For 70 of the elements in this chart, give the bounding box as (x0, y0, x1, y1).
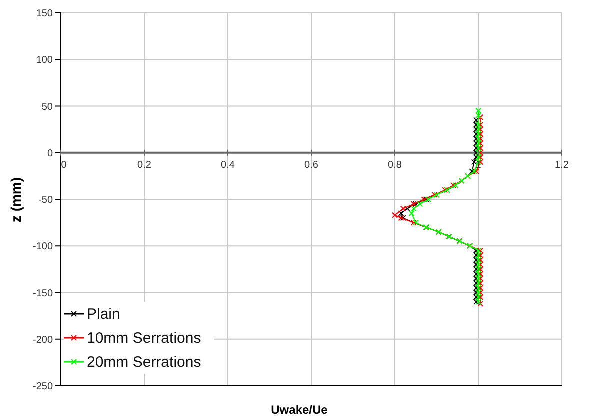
point (478, 248, 484, 254)
point (473, 145, 480, 152)
point (478, 150, 484, 156)
x-tick-label: 0.4 (221, 160, 236, 171)
point (476, 299, 482, 306)
point (473, 154, 480, 161)
point (478, 145, 484, 152)
x-tick-label: 0 (61, 160, 68, 171)
point (473, 248, 480, 254)
point (478, 136, 484, 142)
x-tick-label: 0.2 (138, 160, 152, 171)
point (478, 122, 484, 128)
point (400, 206, 406, 212)
point (473, 262, 480, 268)
y-tick-label: 50 (42, 102, 54, 113)
point (478, 257, 484, 264)
point (473, 257, 480, 264)
point (473, 131, 480, 138)
point (478, 285, 484, 292)
point (473, 122, 480, 128)
y-tick-label: 100 (36, 55, 54, 66)
point (473, 276, 480, 282)
y-tick-label: -50 (38, 195, 54, 206)
point (473, 299, 480, 306)
y-tick-label: 150 (36, 8, 54, 20)
y-tick-label: -100 (32, 242, 54, 253)
legend-label: 20mm Serrations (87, 354, 202, 370)
point (478, 290, 484, 296)
point (392, 212, 398, 218)
x-axis-title: Uwake/Ue (270, 403, 329, 417)
point (476, 276, 482, 282)
point (408, 210, 415, 216)
x-tick-label: 0.6 (304, 160, 319, 171)
point (476, 248, 482, 254)
x-tick-label: 1.2 (555, 160, 570, 171)
point (478, 131, 484, 138)
point (476, 122, 482, 128)
point (404, 206, 411, 212)
y-tick-label: -250 (32, 382, 54, 393)
point (398, 210, 404, 216)
y-axis-title: z (mm) (8, 176, 25, 224)
point (473, 294, 480, 300)
legend-label: 10mm Serrations (87, 330, 202, 346)
point (417, 201, 424, 208)
point (476, 145, 482, 152)
x-tick-label: 1 (476, 160, 482, 171)
point (476, 262, 482, 268)
y-tick-label: -150 (32, 288, 54, 300)
point (478, 114, 484, 120)
y-tick-label: 0 (47, 148, 54, 160)
point (478, 271, 484, 278)
point (473, 285, 480, 292)
point (476, 290, 482, 296)
point (473, 136, 480, 142)
point (450, 182, 456, 189)
point (473, 290, 480, 296)
point (410, 206, 417, 212)
point (476, 108, 482, 114)
point (473, 150, 480, 156)
point (478, 294, 484, 300)
x-tick-label: 0.8 (388, 160, 402, 171)
y-tick-label: -200 (32, 334, 54, 346)
point (473, 271, 480, 278)
point (478, 300, 484, 307)
point (473, 117, 480, 124)
point (476, 112, 482, 119)
point (478, 276, 484, 282)
legend-label: Plain (87, 306, 120, 322)
point (478, 262, 484, 268)
point (476, 131, 482, 138)
